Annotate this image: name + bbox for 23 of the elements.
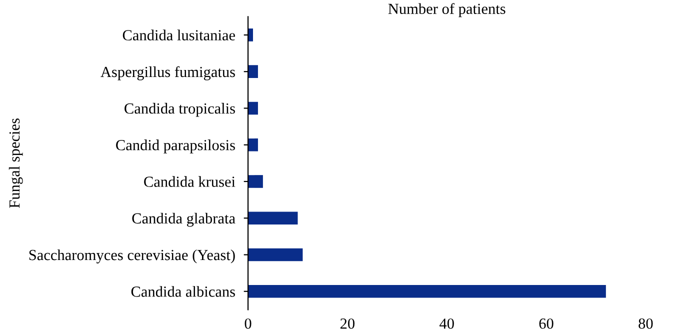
bar (248, 175, 263, 188)
y-tick-label: Aspergillus fumigatus (100, 66, 235, 80)
y-tick-label: Candida albicans (131, 286, 235, 297)
y-tick-label: Candida glabrata (132, 212, 236, 227)
x-tick-label: 0 (244, 318, 252, 329)
y-tick-label: Candida krusei (144, 176, 236, 187)
bar (248, 248, 303, 262)
bar (248, 102, 258, 115)
x-tick-label: 20 (340, 318, 355, 329)
bar (248, 138, 258, 152)
y-axis-title: Fungal species (8, 118, 23, 208)
bar (248, 284, 606, 298)
x-tick-label: 80 (638, 318, 653, 329)
x-axis-title: Number of patients (388, 3, 506, 18)
y-tick-label: Candida tropicalis (124, 102, 235, 117)
x-tick-label: 60 (539, 318, 554, 329)
x-tick-label: 40 (440, 318, 454, 329)
y-tick-label: Candida lusitaniae (122, 30, 235, 40)
y-tick-label: Candid parapsilosis (116, 140, 235, 154)
bar (248, 65, 258, 78)
y-tick-label: Saccharomyces cerevisiae (Yeast) (29, 249, 235, 264)
bar (248, 28, 254, 42)
bar (248, 212, 298, 225)
